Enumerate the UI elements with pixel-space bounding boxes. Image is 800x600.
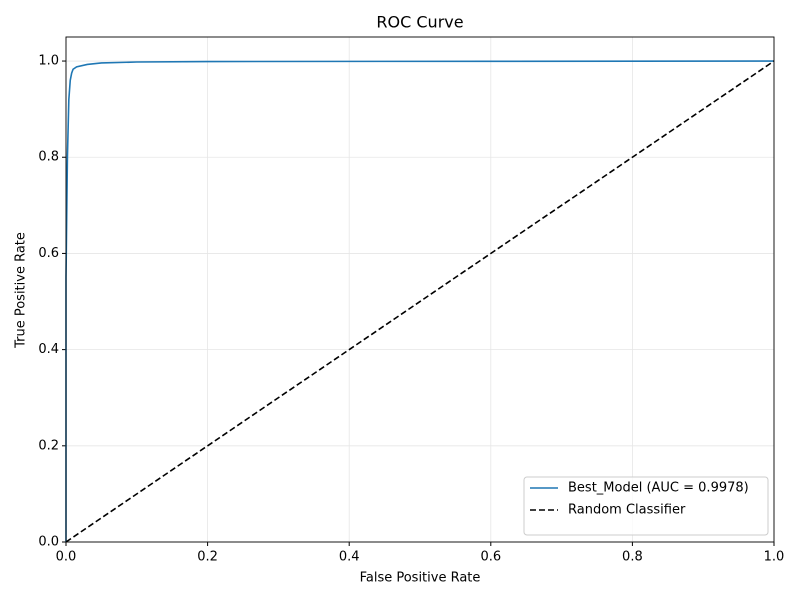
- legend-label: Best_Model (AUC = 0.9978): [568, 481, 749, 496]
- legend-label: Random Classifier: [568, 503, 686, 518]
- x-tick-label: 0.2: [197, 550, 218, 565]
- x-tick-label: 0.6: [480, 550, 501, 565]
- y-tick-label: 0.0: [38, 535, 59, 550]
- plot-frame: [65, 36, 775, 543]
- x-axis-label: False Positive Rate: [360, 571, 481, 586]
- y-tick-label: 0.2: [38, 438, 59, 453]
- series-line: [65, 60, 775, 542]
- x-tick-label: 1.0: [764, 550, 785, 565]
- x-tick-label: 0.0: [56, 550, 77, 565]
- legend-box: [523, 476, 769, 536]
- y-axis-label: True Positive Rate: [14, 232, 29, 349]
- chart-title: ROC Curve: [376, 13, 463, 32]
- x-tick-label: 0.4: [339, 550, 360, 565]
- y-tick-label: 0.4: [38, 342, 59, 357]
- x-tick-label: 0.8: [622, 550, 643, 565]
- y-tick-label: 1.0: [38, 54, 59, 69]
- series-line: [65, 60, 775, 543]
- y-tick-label: 0.6: [38, 246, 59, 261]
- y-tick-label: 0.8: [38, 150, 59, 165]
